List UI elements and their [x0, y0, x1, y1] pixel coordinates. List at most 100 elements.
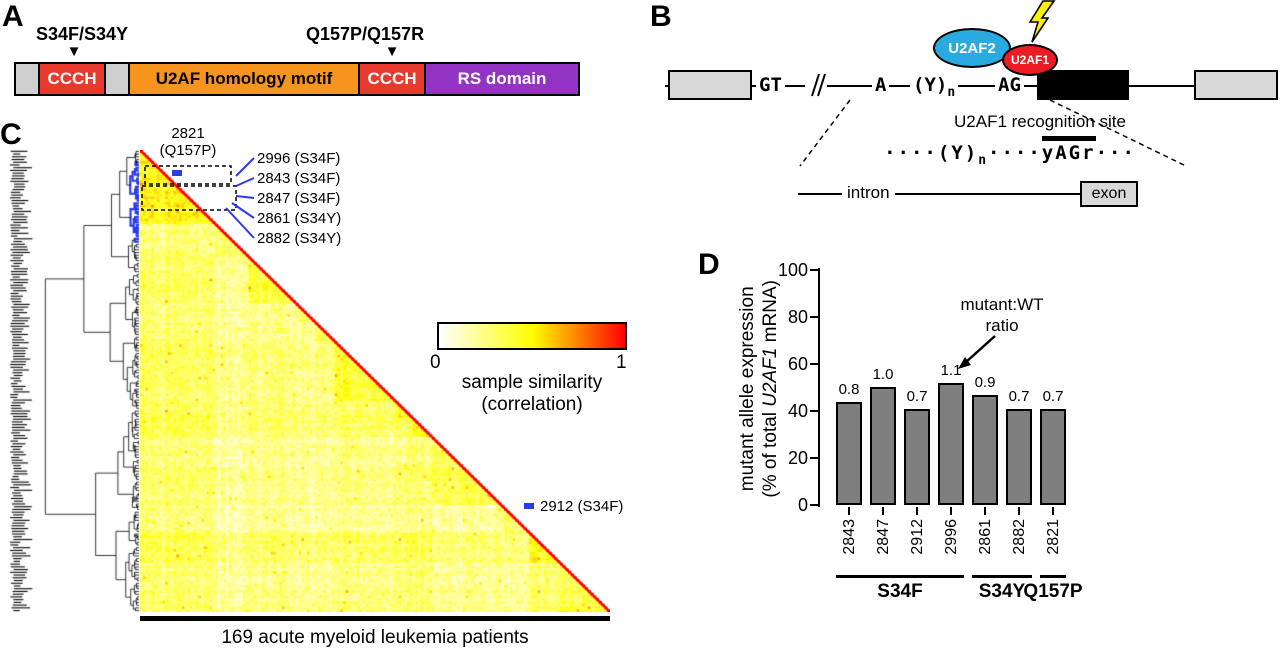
x-tick	[984, 507, 986, 515]
panel-c-label: C	[0, 118, 22, 151]
polypyrimidine-y: (Y)	[913, 74, 948, 96]
exon-box-right	[1194, 70, 1278, 100]
mutation-label-s34: S34F/S34Y	[36, 24, 129, 44]
u2af2-protein: U2AF2	[933, 28, 1011, 68]
exon-box-left	[668, 70, 752, 100]
domain-nterm	[14, 62, 40, 96]
branch-point-a: A	[872, 74, 890, 96]
mutation-label-q157: Q157P/Q157R	[306, 24, 425, 44]
domain-rs: RS domain	[424, 62, 580, 96]
panel-d-label: D	[698, 248, 720, 281]
x-tick	[848, 507, 850, 515]
bar-column: 0.7 2882	[1006, 0, 1032, 653]
bar	[870, 387, 896, 505]
intron-break-icon	[805, 72, 827, 98]
colorbar-label: sample similarity (correlation)	[392, 372, 672, 416]
x-tick-label: 2882	[1011, 519, 1028, 555]
heatmap-x-axis-bar	[140, 616, 610, 621]
domain-ccch-2: CCCH	[358, 62, 426, 96]
marker-2912	[524, 503, 534, 509]
bar-chart-y-axis	[818, 268, 820, 507]
domain-ccch-1: CCCH	[38, 62, 106, 96]
dots-right: ···	[1095, 142, 1136, 164]
zoom-polypyrimidine: (Y)	[937, 142, 979, 164]
callout-2912: 2912 (S34F)	[540, 498, 624, 515]
x-tick-label: 2847	[875, 519, 892, 555]
protein-domain-diagram: CCCH U2AF homology motif CCCH RS domain	[14, 62, 580, 96]
group-label: S34Y	[978, 581, 1026, 602]
zoom-polypyrimidine-n: n	[978, 152, 989, 168]
panel-a-label: A	[2, 0, 24, 33]
group-underline	[836, 575, 964, 578]
callout-2861: 2861 (S34Y)	[257, 210, 342, 227]
x-tick	[1018, 507, 1020, 515]
colorbar-min: 0	[430, 352, 441, 373]
exon-box-middle	[1037, 70, 1129, 100]
bar-column: 0.8 2843	[836, 0, 862, 653]
callout-2996: 2996 (S34F)	[257, 150, 341, 167]
bar	[1006, 409, 1032, 505]
splice-acceptor-ag: AG	[995, 74, 1024, 96]
callout-2882: 2882 (S34Y)	[257, 230, 342, 247]
colorbar	[437, 322, 627, 350]
colorbar-max: 1	[616, 352, 627, 373]
colorbar-label-line2: (correlation)	[481, 393, 583, 415]
bar-value-label: 0.8	[838, 381, 860, 398]
annotation-line2: ratio	[985, 316, 1019, 336]
bar	[904, 409, 930, 505]
x-tick-label: 2843	[841, 519, 858, 555]
y-tick-label-20: 20	[787, 448, 808, 468]
group-label: Q157P	[1023, 581, 1083, 602]
u2af2-label: U2AF2	[948, 39, 996, 57]
group-s34f: S34F	[836, 575, 964, 603]
x-tick	[1052, 507, 1054, 515]
bar-column: 0.7 2912	[904, 0, 930, 653]
y-tick	[810, 457, 818, 459]
dots-left: ····	[884, 142, 938, 164]
dendrogram-canvas	[8, 150, 140, 612]
y-tick	[810, 363, 818, 365]
lightning-bolt-icon	[1028, 0, 1056, 43]
bar-column: 1.0 2847	[870, 0, 896, 653]
y-axis-label-line1: mutant allele expression	[737, 286, 759, 492]
group-underline	[972, 575, 1032, 578]
group-label: S34F	[877, 581, 923, 602]
callout-2821-mutation: (Q157P)	[159, 141, 217, 159]
u2af1-label: U2AF1	[1010, 53, 1049, 67]
bar-column: 0.9 2861	[972, 0, 998, 653]
x-tick-label: 2821	[1045, 519, 1062, 555]
intron-label: intron	[842, 183, 895, 203]
x-tick-label: 2996	[943, 519, 960, 555]
colorbar-label-line1: sample similarity	[461, 372, 603, 393]
splice-donor-gt: GT	[756, 74, 785, 96]
exon-label: exon	[1091, 185, 1127, 202]
arrowhead-q157-icon: ▼	[384, 43, 400, 60]
marker-2821	[172, 170, 182, 176]
y-tick	[810, 504, 818, 506]
pre-mrna-line	[665, 85, 1278, 87]
y-tick-label-80: 80	[787, 307, 808, 327]
polypyrimidine-tract: (Y)n	[910, 74, 959, 100]
bar-value-label: 0.7	[906, 388, 928, 405]
group-q157p: Q157P	[1023, 575, 1088, 603]
y-tick	[810, 410, 818, 412]
x-tick	[882, 507, 884, 515]
callout-2847: 2847 (S34F)	[257, 190, 341, 207]
bar	[938, 383, 964, 505]
y-tick	[810, 316, 818, 318]
polypyrimidine-n: n	[947, 84, 956, 100]
bar-value-label: 0.7	[1042, 388, 1064, 405]
group-s34y: S34Y	[972, 575, 1037, 603]
callout-2821-id: 2821	[171, 125, 205, 142]
bar-value-label: 1.1	[940, 362, 962, 379]
group-underline	[1040, 575, 1066, 578]
x-tick-label: 2912	[909, 519, 926, 555]
domain-uhm: U2AF homology motif	[128, 62, 360, 96]
intron-line	[798, 193, 1080, 195]
u2af1-protein: U2AF1	[1002, 44, 1058, 76]
bar	[836, 402, 862, 505]
dots-mid: ····	[988, 142, 1042, 164]
callout-2821: 2821 (Q157P)	[143, 125, 233, 159]
panel-b-label: B	[650, 0, 672, 33]
bar-column: 0.7 2821	[1040, 0, 1066, 653]
